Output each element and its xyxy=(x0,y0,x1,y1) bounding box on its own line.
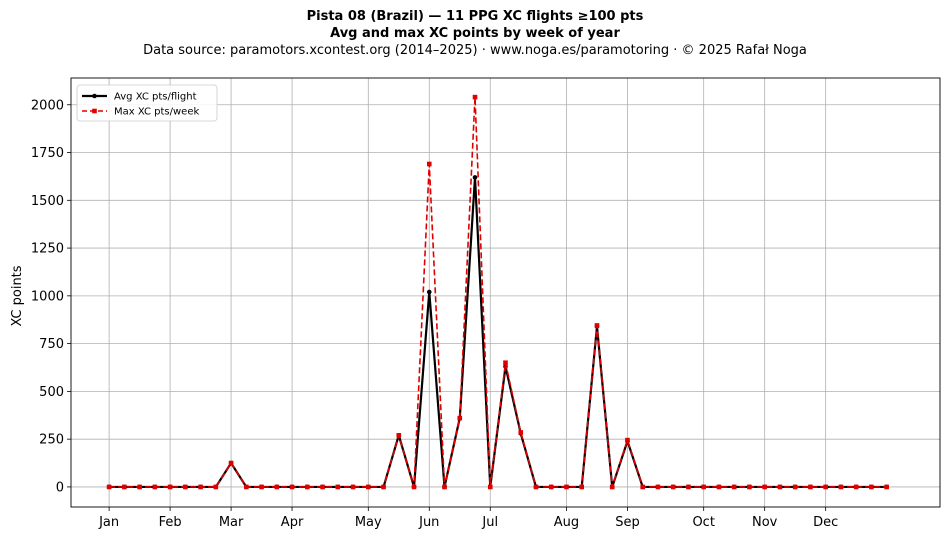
max-data-point xyxy=(396,433,402,438)
max-data-point xyxy=(716,484,722,490)
y-tick-label: 2000 xyxy=(31,98,64,113)
max-data-point xyxy=(106,484,112,490)
x-tick-label: Dec xyxy=(813,515,838,530)
max-data-point xyxy=(731,484,737,490)
max-data-point xyxy=(792,484,798,490)
max-data-point xyxy=(198,484,203,490)
y-tick-label: 1250 xyxy=(31,242,64,257)
max-data-point xyxy=(274,484,280,490)
x-tick-label: Sep xyxy=(615,515,640,530)
max-data-point xyxy=(289,484,295,490)
axes: Jan Feb Mar Apr May Jun Jul Aug Sep Oct Nov Dec 0 250… xyxy=(31,77,941,530)
chart-title-line2: Avg and max XC points by week of year xyxy=(330,26,620,41)
max-data-point xyxy=(228,460,234,466)
max-data-point xyxy=(122,484,127,490)
y-tick-label: 250 xyxy=(39,433,64,448)
y-tick-label: 1750 xyxy=(31,146,64,161)
max-data-point xyxy=(487,484,493,490)
y-tick-label: 1000 xyxy=(31,289,64,304)
max-data-point xyxy=(442,484,447,490)
max-data-point xyxy=(564,484,569,490)
y-tick-label: 500 xyxy=(39,385,64,400)
max-data-point xyxy=(655,484,661,490)
max-data-point xyxy=(411,484,417,490)
max-data-point xyxy=(365,484,371,490)
max-data-point xyxy=(533,484,539,490)
x-tick-label: May xyxy=(355,515,382,530)
max-data-point xyxy=(518,430,524,435)
max-data-point xyxy=(503,360,508,366)
max-data-point xyxy=(777,484,783,490)
max-data-point xyxy=(625,437,630,443)
x-tick-label: Jun xyxy=(418,515,439,530)
grid-lines xyxy=(71,78,940,507)
x-tick-label: Feb xyxy=(159,515,182,530)
max-data-point xyxy=(747,484,752,490)
legend-marker xyxy=(92,93,97,99)
x-tick-label: Jan xyxy=(98,515,119,530)
max-data-point xyxy=(884,484,889,490)
max-data-point xyxy=(259,484,264,490)
max-data-point xyxy=(152,484,158,490)
avg-data-point xyxy=(472,175,478,180)
avg-data-point xyxy=(426,289,432,295)
y-axis-label: XC points xyxy=(10,265,25,326)
x-tick-label: Nov xyxy=(752,515,778,530)
max-series-line xyxy=(109,96,887,488)
max-data-point xyxy=(640,484,646,490)
max-data-point xyxy=(381,484,386,490)
x-tick-label: Mar xyxy=(219,515,244,530)
legend-marker xyxy=(92,108,97,114)
x-tick-label: Jul xyxy=(481,515,498,530)
max-data-point xyxy=(853,484,859,490)
max-data-point xyxy=(350,484,356,490)
max-data-point xyxy=(320,484,325,490)
x-tick-label: Apr xyxy=(281,515,304,530)
max-data-point xyxy=(335,484,341,490)
max-data-point xyxy=(137,484,142,490)
max-data-point xyxy=(594,323,600,328)
legend-box xyxy=(76,84,218,122)
max-data-point xyxy=(686,484,691,490)
y-tick-label: 1500 xyxy=(31,194,64,209)
y-tick-label: 0 xyxy=(56,480,64,495)
max-data-point xyxy=(472,94,478,100)
max-data-point xyxy=(548,484,554,490)
series-layer xyxy=(106,94,889,490)
max-data-point xyxy=(869,484,874,490)
x-tick-label: Oct xyxy=(692,515,714,530)
max-data-point xyxy=(305,484,310,490)
max-data-point xyxy=(244,484,249,490)
max-data-point xyxy=(457,415,463,421)
chart-subtitle: Data source: paramotors.xcontest.org (20… xyxy=(143,43,807,58)
max-data-point xyxy=(167,484,173,490)
max-data-point xyxy=(579,484,585,490)
max-data-point xyxy=(823,484,828,490)
max-data-point xyxy=(762,484,767,490)
chart-title-block: Pista 08 (Brazil) — 11 PPG XC flights ≥1… xyxy=(0,8,950,60)
max-data-point xyxy=(213,484,219,490)
chart-title-line1: Pista 08 (Brazil) — 11 PPG XC flights ≥1… xyxy=(306,9,644,24)
max-data-point xyxy=(670,484,676,490)
x-tick-label: Aug xyxy=(554,515,579,530)
max-data-point xyxy=(701,484,706,490)
plot-frame xyxy=(70,77,941,508)
max-data-point xyxy=(808,484,813,490)
legend: Avg XC pts/flight Max XC pts/week xyxy=(76,84,218,122)
legend-label: Max XC pts/week xyxy=(114,107,199,118)
max-data-point xyxy=(183,484,188,490)
max-data-point xyxy=(838,484,844,490)
y-tick-label: 750 xyxy=(39,337,64,352)
avg-series-line xyxy=(109,176,887,489)
legend-label: Avg XC pts/flight xyxy=(114,92,197,103)
max-data-point xyxy=(426,161,432,167)
max-data-point xyxy=(609,484,615,490)
